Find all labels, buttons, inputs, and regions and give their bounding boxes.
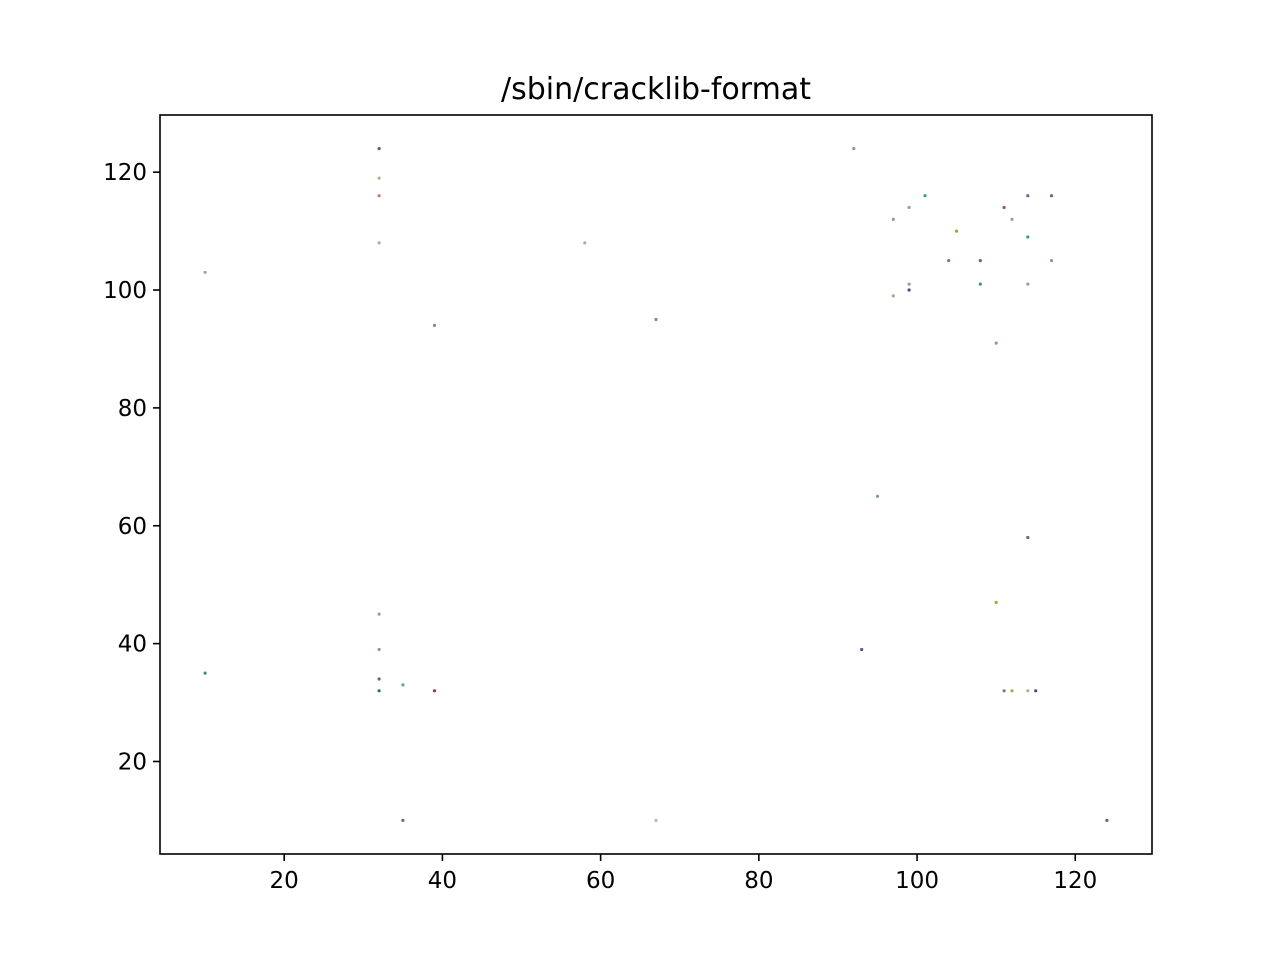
scatter-point <box>1034 689 1038 693</box>
scatter-point <box>1002 689 1006 693</box>
y-tick-label: 120 <box>103 160 147 186</box>
scatter-point <box>923 194 927 198</box>
scatter-point <box>1105 818 1109 823</box>
y-tick-label: 100 <box>103 278 147 304</box>
y-tick-label: 60 <box>118 514 147 540</box>
scatter-point <box>377 176 381 180</box>
scatter-point <box>377 689 381 693</box>
scatter-point <box>994 600 998 605</box>
scatter-point <box>1026 689 1030 693</box>
scatter-point <box>1049 194 1054 198</box>
x-axis-ticks: 20 40 60 80 100 120 <box>270 854 1097 894</box>
scatter-point <box>377 677 381 681</box>
scatter-point <box>994 341 998 345</box>
scatter-point <box>654 818 658 823</box>
scatter-point <box>907 288 911 292</box>
x-tick-label: 60 <box>586 868 615 894</box>
scatter-point <box>1026 194 1030 198</box>
plot-area-frame <box>159 114 1153 855</box>
scatter-point <box>377 194 381 198</box>
scatter-point <box>377 647 381 652</box>
scatter-point <box>377 612 381 616</box>
scatter-point <box>1026 235 1030 239</box>
y-tick-label: 20 <box>118 749 147 775</box>
x-tick-label: 120 <box>1053 868 1097 894</box>
scatter-point <box>654 317 658 322</box>
scatter-point <box>978 259 982 263</box>
scatter-point <box>377 147 381 151</box>
scatter-point <box>1026 535 1030 540</box>
scatter-point <box>891 294 895 298</box>
x-tick-label: 100 <box>895 868 939 894</box>
scatter-point <box>1002 205 1006 210</box>
scatter-point <box>1049 259 1054 263</box>
scatter-point <box>1026 282 1030 286</box>
scatter-point <box>860 647 864 652</box>
scatter-point <box>891 217 895 221</box>
scatter-point <box>978 282 982 286</box>
scatter-point <box>907 282 911 286</box>
scatter-point <box>203 270 207 274</box>
y-tick-label: 80 <box>118 396 147 422</box>
scatter-point <box>947 259 951 263</box>
scatter-points <box>203 147 1109 823</box>
scatter-point <box>401 818 405 823</box>
x-tick-label: 80 <box>744 868 773 894</box>
x-tick-label: 20 <box>270 868 299 894</box>
x-tick-label: 40 <box>428 868 457 894</box>
scatter-point <box>432 689 437 693</box>
scatter-point <box>907 205 911 210</box>
scatter-point <box>401 683 405 687</box>
scatter-point <box>1010 217 1014 221</box>
scatter-point <box>583 241 587 245</box>
chart-title: /sbin/cracklib-format <box>501 72 811 107</box>
y-axis-ticks: 20 40 60 80 100 120 <box>103 160 160 775</box>
scatter-point <box>852 147 856 151</box>
scatter-point <box>432 323 437 327</box>
scatter-point <box>1010 689 1014 693</box>
scatter-point <box>377 241 381 245</box>
y-tick-label: 40 <box>118 632 147 658</box>
scatter-point <box>203 671 207 675</box>
scatter-point <box>955 229 959 233</box>
scatter-point <box>875 494 880 498</box>
